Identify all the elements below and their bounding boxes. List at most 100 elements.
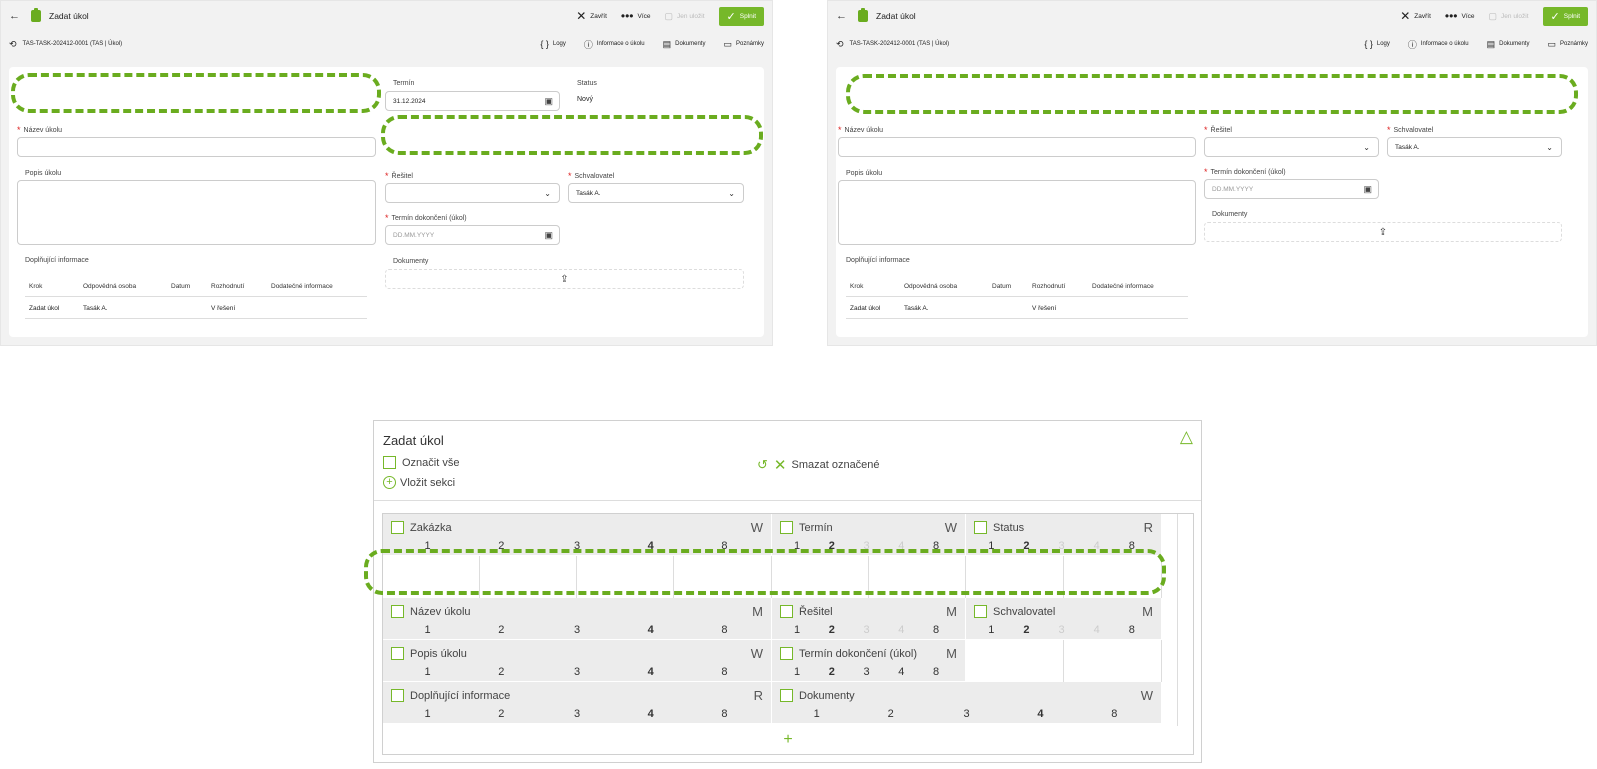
grid-side-strip: [1177, 514, 1193, 726]
checkbox[interactable]: [780, 689, 793, 702]
checkbox[interactable]: [391, 605, 404, 618]
add-row-plus-icon[interactable]: +: [783, 731, 793, 748]
save-icon: ▢: [1488, 10, 1498, 21]
tab-documents[interactable]: ▤ Dokumenty: [1486, 38, 1530, 49]
close-button[interactable]: ✕ Zavřít: [576, 9, 607, 23]
nazev-input[interactable]: [838, 137, 1196, 157]
schvalovatel-select[interactable]: Tasák A. ⌄: [568, 183, 744, 203]
tab-info[interactable]: ⓘ Informace o úkolu: [1407, 39, 1469, 50]
checkbox[interactable]: [780, 605, 793, 618]
document-upload[interactable]: ⇪: [1204, 222, 1562, 242]
task-subbar: ⟲ TAS-TASK-202412-0001 (TAS | Úkol) { } L…: [828, 37, 1596, 51]
tab-notes[interactable]: ▭ Poznámky: [1547, 38, 1588, 49]
checkbox[interactable]: [391, 689, 404, 702]
checkbox[interactable]: [383, 456, 396, 469]
calendar-icon[interactable]: ▣: [544, 95, 553, 106]
resitel-select[interactable]: ⌄: [1204, 137, 1379, 157]
more-dots-icon: •••: [620, 9, 634, 23]
back-arrow-icon[interactable]: ←: [836, 10, 847, 22]
doplnujici-label: Doplňující informace: [25, 257, 89, 264]
empty-slot[interactable]: [869, 556, 966, 598]
checkbox[interactable]: [974, 521, 987, 534]
collapse-triangle-icon[interactable]: △: [1179, 427, 1193, 446]
empty-slot[interactable]: [966, 640, 1064, 682]
tab-documents[interactable]: ▤ Dokumenty: [662, 38, 706, 49]
close-button[interactable]: ✕ Zavřít: [1400, 9, 1431, 23]
empty-slot[interactable]: [480, 556, 577, 598]
more-button[interactable]: ••• Více: [1444, 9, 1475, 23]
nazev-input[interactable]: [17, 137, 376, 157]
chevron-down-icon: ⌄: [1363, 142, 1370, 152]
save-button[interactable]: ▢ Jen uložit: [1488, 10, 1529, 21]
popis-textarea[interactable]: [17, 180, 376, 245]
back-arrow-icon[interactable]: ←: [9, 10, 20, 22]
tab-notes[interactable]: ▭ Poznámky: [723, 38, 764, 49]
checkbox[interactable]: [391, 647, 404, 660]
task-icon: ⟲: [9, 38, 17, 49]
history-table: Krok Odpovědná osoba Datum Rozhodnutí Do…: [25, 277, 367, 319]
designer-title: Zadat úkol: [383, 433, 444, 448]
checkbox[interactable]: [974, 605, 987, 618]
layout-designer: Zadat úkol △ Označit vše ↺ ✕ Smazat označe…: [364, 420, 1202, 763]
empty-slot[interactable]: [1064, 640, 1162, 682]
resitel-select[interactable]: ⌄: [385, 183, 560, 203]
doplnujici-label: Doplňující informace: [846, 257, 910, 264]
empty-slot[interactable]: [772, 556, 869, 598]
schvalovatel-label: * Schvalovatel: [568, 171, 615, 181]
termin-dok-input[interactable]: DD.MM.YYYY ▣: [385, 225, 560, 245]
undo-icon[interactable]: ↺: [757, 457, 768, 472]
checkbox[interactable]: [780, 521, 793, 534]
submit-button[interactable]: ✓ Splnit: [1542, 6, 1588, 26]
insert-section-button[interactable]: + Vložit sekci: [383, 476, 455, 489]
tab-logs[interactable]: { } Logy: [1364, 39, 1390, 49]
empty-slot[interactable]: [674, 556, 772, 598]
add-circle-icon: +: [383, 476, 396, 489]
dokumenty-label: Dokumenty: [1212, 211, 1248, 218]
checkbox[interactable]: [391, 521, 404, 534]
calendar-icon[interactable]: ▣: [1363, 183, 1372, 194]
termin-input[interactable]: 31.12.2024 ▣: [385, 91, 560, 111]
termin-dok-input[interactable]: DD.MM.YYYY ▣: [1204, 179, 1379, 199]
task-subbar: ⟲ TAS-TASK-202412-0001 (TAS | Úkol) { } L…: [1, 37, 772, 51]
page-title: Zadat úkol: [49, 11, 89, 21]
nazev-label: * Název úkolu: [838, 125, 884, 135]
empty-slot[interactable]: [966, 556, 1064, 598]
tab-info[interactable]: ⓘ Informace o úkolu: [583, 39, 645, 50]
chevron-down-icon: ⌄: [544, 188, 551, 198]
calendar-icon[interactable]: ▣: [544, 229, 553, 240]
document-upload[interactable]: ⇪: [385, 269, 744, 289]
schvalovatel-select[interactable]: Tasák A. ⌄: [1387, 137, 1562, 157]
table-row: Zadat úkol Tasák A. V řešení: [25, 296, 367, 319]
empty-slot[interactable]: [1064, 556, 1162, 598]
more-button[interactable]: ••• Více: [620, 9, 651, 23]
tab-logs[interactable]: { } Logy: [540, 39, 566, 49]
empty-slot[interactable]: [383, 556, 480, 598]
select-all[interactable]: Označit vše: [383, 456, 459, 469]
save-button[interactable]: ▢ Jen uložit: [664, 10, 705, 21]
empty-slot[interactable]: [577, 556, 674, 598]
delete-selected-button[interactable]: ↺ ✕ Smazat označené: [757, 457, 880, 474]
submit-button[interactable]: ✓ Splnit: [718, 6, 764, 26]
popis-textarea[interactable]: [838, 180, 1196, 245]
checkbox[interactable]: [780, 647, 793, 660]
